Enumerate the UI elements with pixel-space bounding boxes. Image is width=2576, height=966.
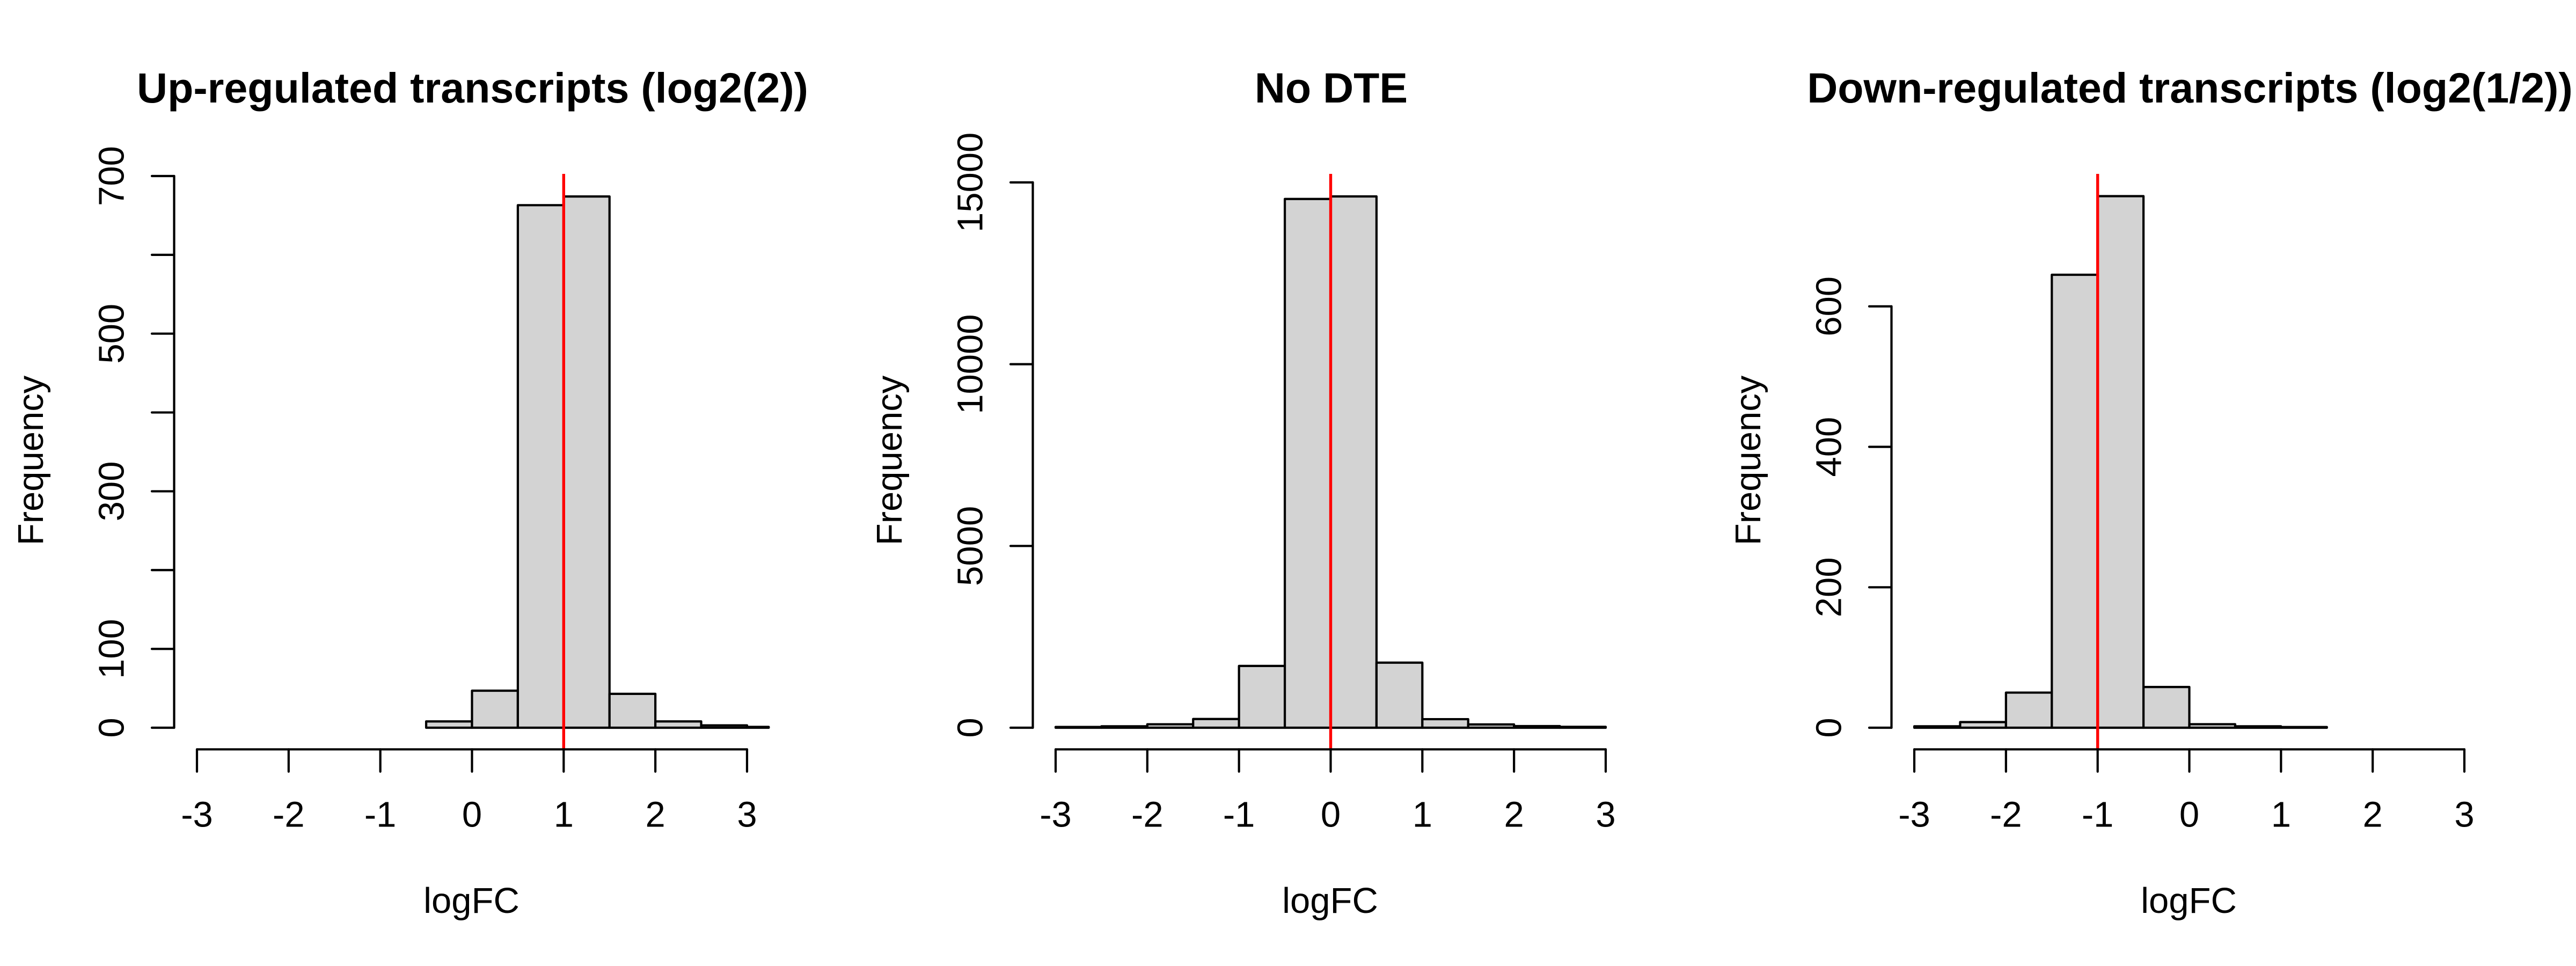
svg-text:-2: -2 — [1131, 795, 1163, 835]
svg-text:3: 3 — [737, 795, 757, 835]
svg-text:Frequency: Frequency — [1728, 375, 1768, 545]
svg-text:logFC: logFC — [2141, 881, 2237, 921]
svg-text:0: 0 — [950, 718, 991, 737]
svg-text:0: 0 — [1809, 718, 1849, 737]
svg-text:Down-regulated transcripts (lo: Down-regulated transcripts (log2(1/2)) — [1807, 64, 2573, 112]
svg-text:logFC: logFC — [1282, 881, 1378, 921]
svg-text:300: 300 — [92, 462, 132, 522]
svg-text:2: 2 — [2363, 795, 2383, 835]
svg-text:-1: -1 — [364, 795, 397, 835]
svg-text:3: 3 — [1596, 795, 1615, 835]
svg-text:700: 700 — [92, 146, 132, 206]
svg-text:Frequency: Frequency — [869, 375, 910, 545]
svg-text:100: 100 — [92, 619, 132, 679]
svg-text:Frequency: Frequency — [11, 375, 51, 545]
svg-text:-2: -2 — [273, 795, 305, 835]
svg-text:5000: 5000 — [950, 506, 991, 586]
svg-text:3: 3 — [2454, 795, 2474, 835]
svg-text:0: 0 — [2179, 795, 2199, 835]
svg-text:2: 2 — [646, 795, 665, 835]
svg-text:-1: -1 — [1223, 795, 1255, 835]
svg-text:No DTE: No DTE — [1255, 64, 1408, 112]
svg-text:2: 2 — [1504, 795, 1524, 835]
svg-text:1: 1 — [554, 795, 574, 835]
svg-text:15000: 15000 — [950, 133, 991, 232]
svg-text:-1: -1 — [2082, 795, 2114, 835]
svg-text:10000: 10000 — [950, 314, 991, 414]
svg-text:0: 0 — [92, 718, 132, 737]
svg-text:-3: -3 — [181, 795, 213, 835]
svg-text:200: 200 — [1809, 557, 1849, 617]
svg-text:1: 1 — [1413, 795, 1432, 835]
svg-text:-3: -3 — [1898, 795, 1930, 835]
svg-text:-2: -2 — [1990, 795, 2022, 835]
svg-text:-3: -3 — [1040, 795, 1072, 835]
svg-text:0: 0 — [1321, 795, 1341, 835]
svg-text:1: 1 — [2271, 795, 2291, 835]
svg-text:0: 0 — [462, 795, 482, 835]
svg-text:600: 600 — [1809, 276, 1849, 336]
svg-text:logFC: logFC — [423, 881, 519, 921]
svg-text:400: 400 — [1809, 417, 1849, 477]
svg-text:500: 500 — [92, 304, 132, 364]
svg-text:Up-regulated transcripts (log2: Up-regulated transcripts (log2(2)) — [137, 64, 808, 112]
